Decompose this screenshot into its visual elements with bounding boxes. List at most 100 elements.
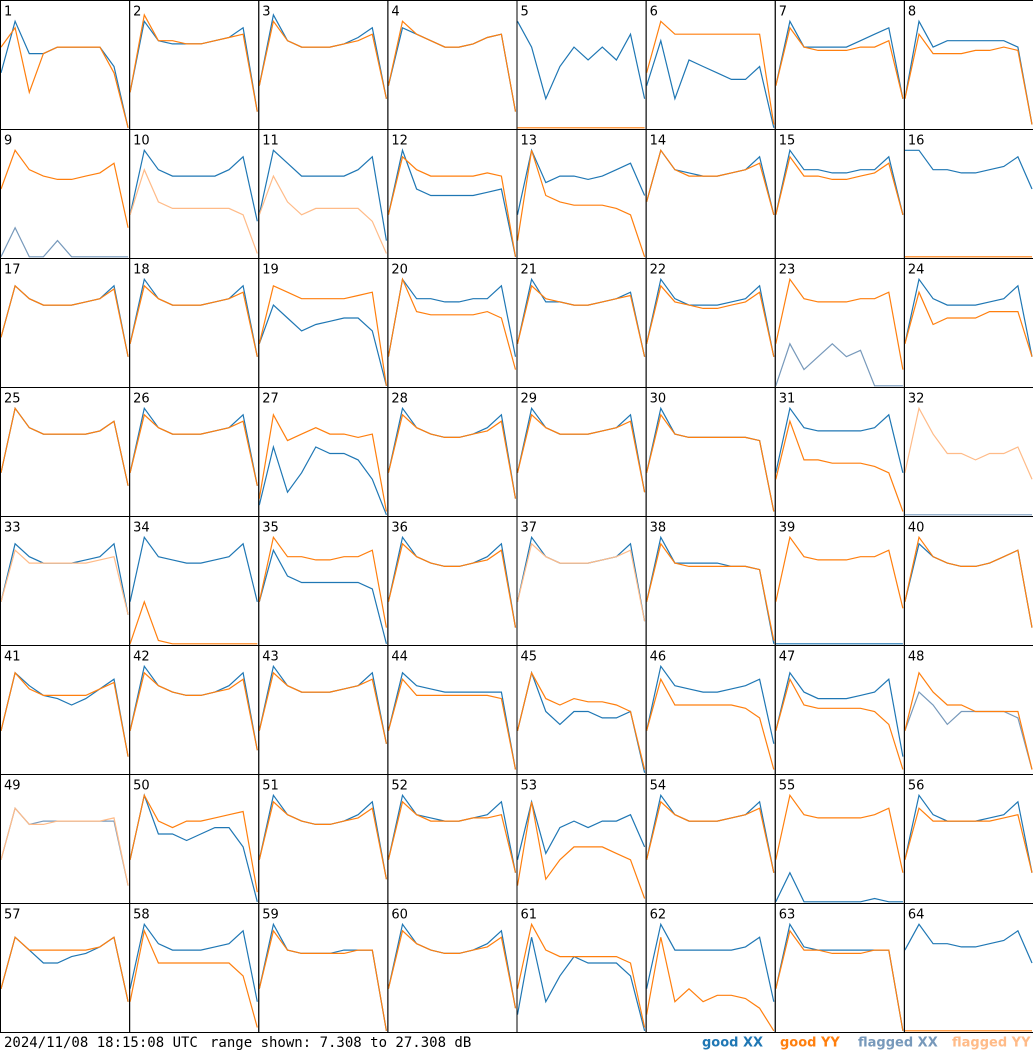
spectrum-xx: [646, 664, 775, 744]
panel-label: 39: [779, 521, 796, 536]
spectrum-yy: [0, 936, 129, 1002]
spectrum-xx: [129, 922, 258, 1002]
spectrum-yy: [516, 284, 646, 357]
panel-frame: [258, 645, 389, 775]
panel-frame: [258, 387, 389, 517]
panel-label: 36: [391, 521, 408, 536]
spectrum-yy: [258, 800, 387, 880]
spectrum-xx: [775, 342, 903, 387]
panel-label: 48: [908, 650, 925, 665]
panel-label: 62: [650, 908, 667, 923]
panel-label: 29: [521, 392, 538, 407]
spectrum-xx: [516, 670, 646, 773]
spectrum-xx: [646, 406, 775, 512]
panel-frame: [645, 774, 776, 904]
panel-label: 51: [262, 779, 279, 794]
panel-label: 34: [133, 521, 150, 536]
spectrum-yy: [387, 929, 517, 1009]
panel-label: 44: [391, 650, 408, 665]
panel-label: 55: [779, 779, 796, 794]
spectrum-xx: [258, 548, 387, 644]
spectrum-xx: [387, 922, 517, 1009]
spectrum-yy: [775, 535, 904, 609]
panel-label: 42: [133, 650, 150, 665]
spectrum-xx: [646, 148, 775, 215]
panel-frame: [774, 387, 905, 517]
panel-label: 26: [133, 392, 150, 407]
spectrum-xx: [387, 26, 517, 112]
spectrum-xx: [387, 148, 517, 257]
panel-label: 27: [262, 392, 279, 407]
panel-label: 43: [262, 650, 279, 665]
panel-frame: [903, 387, 1033, 517]
spectrum-yy: [646, 800, 775, 873]
spectrum-yy: [0, 806, 129, 886]
spectrum-yy: [775, 155, 904, 215]
spectrum-yy: [516, 671, 646, 770]
panel-frame: [129, 516, 260, 646]
panel-label: 38: [650, 521, 667, 536]
panel-label: 10: [133, 134, 150, 149]
spectrum-yy: [904, 671, 1033, 770]
panel-label: 31: [779, 392, 796, 407]
spectrum-yy: [129, 599, 258, 645]
panel-label: 60: [391, 908, 408, 923]
panel-label: 16: [908, 134, 925, 149]
panel-frame: [516, 516, 647, 646]
spectrum-xx: [646, 277, 775, 357]
legend-entry: flagged YY: [952, 1036, 1031, 1051]
panel-frame: [0, 258, 131, 388]
spectrum-yy: [258, 284, 387, 386]
panel-frame: [774, 645, 905, 775]
panel-label: 13: [521, 134, 538, 149]
spectrum-yy: [129, 413, 258, 486]
panel-frame: [387, 129, 518, 259]
spectrum-yy: [0, 671, 129, 757]
spectrum-yy: [516, 150, 646, 257]
panel-frame: [645, 387, 776, 517]
spectrum-xx: [129, 148, 258, 222]
panel-label: 59: [262, 908, 279, 923]
spectrum-yy: [775, 793, 904, 873]
spectrum-yy: [646, 148, 775, 215]
spectrum-yy: [0, 149, 129, 228]
spectrum-yy: [516, 922, 646, 1028]
spectrum-xx: [387, 406, 517, 499]
panel-label: 4: [391, 5, 399, 20]
panel-frame: [387, 903, 518, 1033]
spectrum-yy: [258, 412, 387, 512]
spectrum-xx: [0, 284, 129, 357]
panel-frame: [774, 0, 905, 130]
panel-frame: [129, 774, 260, 904]
panel-frame: [387, 258, 518, 388]
panel-label: 12: [391, 134, 408, 149]
panel-frame: [903, 774, 1033, 904]
spectrum-xx: [258, 149, 387, 241]
panel-frame: [645, 258, 776, 388]
panel-label: 50: [133, 779, 150, 794]
spectrum-yy: [387, 800, 517, 873]
panel-frame: [903, 903, 1033, 1033]
panel-label: 28: [391, 392, 408, 407]
spectrum-xx: [775, 148, 904, 215]
spectrum-xx: [258, 793, 387, 880]
panel-label: 17: [4, 263, 21, 278]
panel-label: 22: [650, 263, 667, 278]
panel-label: 40: [908, 521, 925, 536]
panel-label: 33: [4, 521, 21, 536]
panel-label: 1: [4, 5, 12, 20]
panel-label: 47: [779, 650, 796, 665]
panel-frame: [774, 774, 905, 904]
panel-frame: [258, 774, 389, 904]
spectrum-xx: [387, 535, 517, 628]
panel-label: 6: [650, 5, 658, 20]
panel-label: 8: [908, 5, 916, 20]
legend-entry: good YY: [780, 1036, 840, 1051]
spectrum-yy: [904, 535, 1033, 628]
spectrum-xx: [646, 38, 775, 128]
spectrum-xx: [129, 793, 258, 902]
spectrum-xx: [129, 535, 258, 602]
spectrum-yy: [646, 20, 775, 125]
panel-label: 23: [779, 263, 796, 278]
